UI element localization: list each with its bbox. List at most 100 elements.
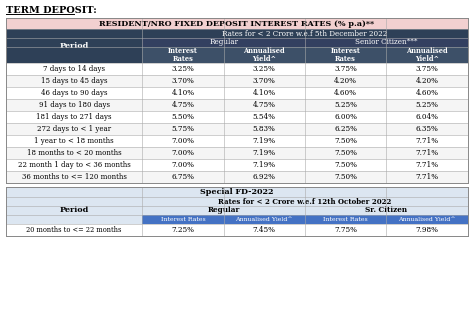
Text: Special FD-2022: Special FD-2022 — [200, 188, 274, 196]
Bar — [6, 63, 468, 75]
Text: 7.71%: 7.71% — [416, 161, 438, 169]
Text: 7.00%: 7.00% — [172, 149, 194, 157]
Text: Period: Period — [60, 206, 89, 214]
Text: 3.25%: 3.25% — [172, 65, 194, 73]
Bar — [305, 38, 468, 47]
Bar — [224, 47, 305, 63]
Text: RESIDENT/NRO FIXED DEPOSIT INTEREST RATES (% p.a)**: RESIDENT/NRO FIXED DEPOSIT INTEREST RATE… — [100, 19, 374, 28]
Bar — [6, 99, 468, 111]
Text: Annualised
Yield^: Annualised Yield^ — [406, 47, 448, 63]
Bar — [142, 215, 224, 224]
Text: 6.00%: 6.00% — [334, 113, 357, 121]
Text: 4.75%: 4.75% — [172, 101, 194, 109]
Text: Regular: Regular — [208, 206, 240, 214]
Text: 7.98%: 7.98% — [416, 226, 438, 234]
Bar — [142, 206, 305, 215]
Text: 6.35%: 6.35% — [416, 125, 438, 133]
Text: 7.45%: 7.45% — [253, 226, 276, 234]
Text: 7.19%: 7.19% — [253, 149, 276, 157]
Bar — [142, 38, 305, 47]
Bar — [6, 75, 468, 87]
Text: 20 months to <= 22 months: 20 months to <= 22 months — [27, 226, 122, 234]
Text: 18 months to < 20 months: 18 months to < 20 months — [27, 149, 121, 157]
Bar — [6, 224, 468, 236]
Text: 4.60%: 4.60% — [334, 89, 357, 97]
Bar — [305, 206, 468, 215]
Text: 7.19%: 7.19% — [253, 137, 276, 145]
Text: 7.71%: 7.71% — [416, 173, 438, 181]
Text: 15 days to 45 days: 15 days to 45 days — [41, 77, 108, 85]
Text: 6.25%: 6.25% — [334, 125, 357, 133]
Text: 7.19%: 7.19% — [253, 161, 276, 169]
Text: 3.25%: 3.25% — [253, 65, 276, 73]
Text: 4.10%: 4.10% — [253, 89, 276, 97]
Text: 5.83%: 5.83% — [253, 125, 276, 133]
Text: 7.75%: 7.75% — [334, 226, 357, 234]
Text: 7.00%: 7.00% — [172, 137, 194, 145]
Text: 7.50%: 7.50% — [334, 149, 357, 157]
Text: 7.50%: 7.50% — [334, 173, 357, 181]
Text: Interest
Rates: Interest Rates — [331, 47, 361, 63]
Text: 7.71%: 7.71% — [416, 149, 438, 157]
Text: Senior Citizen***: Senior Citizen*** — [355, 39, 418, 46]
Text: 5.75%: 5.75% — [172, 125, 194, 133]
Text: 3.70%: 3.70% — [172, 77, 194, 85]
Text: Interest Rates: Interest Rates — [161, 217, 205, 222]
Text: 7.25%: 7.25% — [172, 226, 194, 234]
Text: Annualised Yield^: Annualised Yield^ — [398, 217, 456, 222]
Text: Interest Rates: Interest Rates — [323, 217, 368, 222]
Bar — [6, 159, 468, 171]
Text: 3.75%: 3.75% — [334, 65, 357, 73]
Text: 6.75%: 6.75% — [172, 173, 194, 181]
Bar — [6, 171, 468, 183]
Text: 5.25%: 5.25% — [334, 101, 357, 109]
Text: 4.60%: 4.60% — [416, 89, 438, 97]
Bar — [142, 47, 224, 63]
Text: 5.25%: 5.25% — [416, 101, 438, 109]
Text: Rates for < 2 Crore w.e.f 5th December 2022: Rates for < 2 Crore w.e.f 5th December 2… — [222, 29, 388, 37]
Text: 36 months to <= 120 months: 36 months to <= 120 months — [22, 173, 127, 181]
Text: 5.50%: 5.50% — [172, 113, 194, 121]
Text: 7.50%: 7.50% — [334, 137, 357, 145]
Text: Regular: Regular — [209, 39, 238, 46]
Bar — [142, 197, 468, 206]
Text: 7 days to 14 days: 7 days to 14 days — [43, 65, 105, 73]
Text: 7.71%: 7.71% — [416, 137, 438, 145]
Bar — [386, 47, 468, 63]
Text: 4.10%: 4.10% — [172, 89, 194, 97]
Text: Interest
Rates: Interest Rates — [168, 47, 198, 63]
Bar — [6, 135, 468, 147]
Bar — [224, 215, 305, 224]
Text: Sr. Citizen: Sr. Citizen — [365, 206, 408, 214]
Text: 181 days to 271 days: 181 days to 271 days — [36, 113, 112, 121]
Bar — [6, 187, 468, 197]
Text: 22 month 1 day to < 36 months: 22 month 1 day to < 36 months — [18, 161, 130, 169]
Text: 91 days to 180 days: 91 days to 180 days — [39, 101, 109, 109]
Bar — [6, 123, 468, 135]
Text: 7.00%: 7.00% — [172, 161, 194, 169]
Text: Rates for < 2 Crore w.e.f 12th October 2022: Rates for < 2 Crore w.e.f 12th October 2… — [219, 197, 392, 205]
Bar — [6, 29, 142, 63]
Text: 3.75%: 3.75% — [416, 65, 438, 73]
Text: 3.70%: 3.70% — [253, 77, 276, 85]
Text: Annualised
Yield^: Annualised Yield^ — [244, 47, 285, 63]
Text: 4.20%: 4.20% — [334, 77, 357, 85]
Text: 7.50%: 7.50% — [334, 161, 357, 169]
Bar — [142, 29, 468, 38]
Text: 272 days to < 1 year: 272 days to < 1 year — [37, 125, 111, 133]
Bar — [6, 147, 468, 159]
Bar — [6, 18, 468, 29]
Text: 4.20%: 4.20% — [416, 77, 438, 85]
Text: 5.54%: 5.54% — [253, 113, 276, 121]
Text: TERM DEPOSIT:: TERM DEPOSIT: — [6, 6, 97, 15]
Text: 1 year to < 18 months: 1 year to < 18 months — [34, 137, 114, 145]
Bar — [386, 215, 468, 224]
Text: 4.75%: 4.75% — [253, 101, 276, 109]
Bar — [6, 111, 468, 123]
Text: 46 days to 90 days: 46 days to 90 days — [41, 89, 108, 97]
Text: 6.92%: 6.92% — [253, 173, 276, 181]
Bar — [6, 87, 468, 99]
Text: Period: Period — [60, 42, 89, 50]
Text: Annualised Yield^: Annualised Yield^ — [236, 217, 293, 222]
Bar — [305, 215, 386, 224]
